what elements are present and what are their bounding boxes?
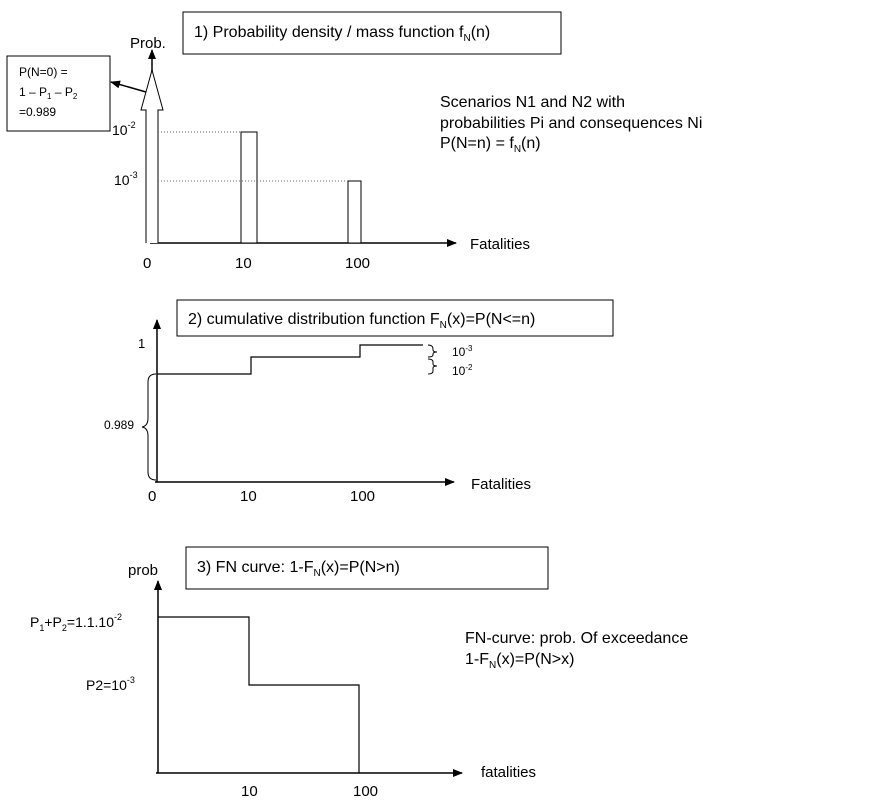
panel-3-note-line-2: 1-FN(x)=P(N>x): [465, 651, 574, 671]
panel-2-x-axis-label: Fatalities: [471, 476, 531, 493]
panel-1-y-tick-10e-2: 10-2: [112, 120, 136, 138]
panel-1-y-axis-label: Prob.: [130, 35, 166, 52]
panel-1-callout-line-3: =0.989: [19, 105, 56, 119]
panel-3-label-p1-p2: P1+P2=1.1.10-2: [30, 612, 122, 633]
panel-2-title-box: [176, 299, 614, 337]
panel-3-x-tick-100: 100: [353, 783, 378, 800]
panel-1-bar-n100: [347, 180, 362, 244]
panel-2-brace-top: [427, 344, 438, 358]
panel-1-title: 1) Probability density / mass function f…: [194, 24, 490, 44]
panel-2-x-tick-0: 0: [148, 488, 156, 505]
panel-1-note-line-1: Scenarios N1 and N2 with: [440, 94, 625, 111]
panel-3-y-axis-label: prob: [128, 562, 158, 579]
panel-3-fn-curve: 3) FN curve: 1-FN(x)=P(N>n) prob fatalit…: [30, 546, 688, 800]
panel-1-y-tick-10e-3: 10-3: [114, 170, 138, 188]
panel-2-cdf: 2) cumulative distribution function FN(x…: [104, 299, 614, 505]
panel-3-fn-step-line: [158, 616, 360, 773]
panel-3-note-line-1: FN-curve: prob. Of exceedance: [465, 630, 688, 647]
panel-3-x-axis-label: fatalities: [481, 764, 536, 781]
panel-3-title: 3) FN curve: 1-FN(x)=P(N>n): [197, 559, 400, 579]
panel-1-bar-n10: [240, 131, 258, 244]
panel-3-title-box: [185, 546, 549, 590]
panel-2-x-tick-100: 100: [350, 488, 375, 505]
panel-2-brace-0989: [141, 373, 157, 481]
panel-1-callout-pointer: [110, 80, 147, 93]
panel-1-title-box: [182, 11, 562, 55]
panel-1-x-tick-10: 10: [235, 255, 252, 272]
panel-2-brace-label: 0.989: [104, 418, 134, 432]
panel-2-y-tick-1: 1: [138, 336, 145, 351]
panel-1-note-line-3: P(N=n) = fN(n): [440, 135, 541, 155]
panel-1-x-tick-0: 0: [143, 255, 151, 272]
panel-2-title: 2) cumulative distribution function FN(x…: [188, 311, 535, 331]
panel-1-pmf: 1) Probability density / mass function f…: [6, 11, 702, 272]
panel-1-x-axis-label: Fatalities: [470, 236, 530, 253]
panel-2-step-label-top: 10-3: [452, 344, 473, 359]
panel-3-x-tick-10: 10: [241, 783, 258, 800]
panel-1-bar-n0-arrow: [140, 68, 164, 243]
panel-3-label-p2: P2=10-3: [86, 675, 135, 693]
panel-2-x-tick-10: 10: [240, 488, 257, 505]
panel-1-note-line-2: probabilities Pi and consequences Ni: [440, 115, 702, 132]
panel-2-brace-bottom: [427, 358, 438, 375]
panel-2-cdf-step-line: [157, 344, 423, 375]
panel-1-callout-box: [6, 55, 111, 132]
panel-1-x-tick-100: 100: [345, 255, 370, 272]
panel-2-step-label-bottom: 10-2: [452, 363, 473, 378]
panel-1-callout-line-2: 1 – P1 – P2: [19, 85, 78, 101]
panel-1-callout-line-1: P(N=0) =: [19, 65, 68, 79]
